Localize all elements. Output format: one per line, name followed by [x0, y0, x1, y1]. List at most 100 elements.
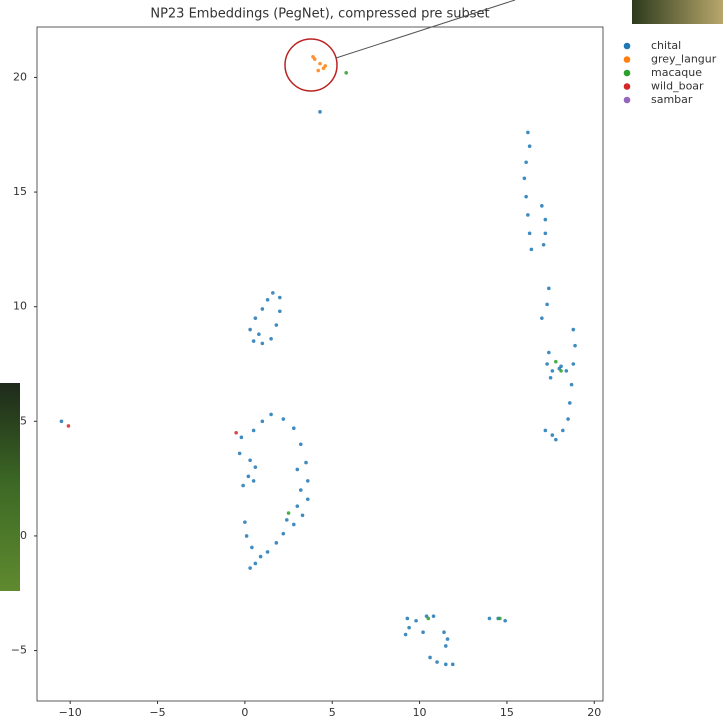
point [547, 287, 551, 291]
legend-marker [624, 43, 631, 50]
point [261, 420, 265, 424]
point [544, 218, 548, 222]
point [278, 309, 282, 313]
point [275, 541, 279, 545]
x-tick-label: −10 [59, 706, 82, 719]
legend-label: wild_boar [651, 80, 704, 93]
x-tick-label: −5 [149, 706, 165, 719]
point [561, 429, 565, 433]
point [322, 66, 326, 70]
point [243, 520, 247, 524]
point [344, 71, 348, 75]
point [287, 511, 291, 515]
point [545, 303, 549, 307]
point [406, 617, 410, 621]
point [540, 316, 544, 320]
point [544, 232, 548, 236]
point [269, 413, 273, 417]
point [551, 369, 555, 373]
x-tick-label: 20 [587, 706, 601, 719]
point [252, 429, 256, 433]
point [442, 630, 446, 634]
point [316, 69, 320, 73]
point [299, 488, 303, 492]
point [503, 619, 507, 623]
point [573, 344, 577, 348]
point [252, 339, 256, 343]
point [568, 401, 572, 405]
point [301, 514, 305, 518]
point [554, 360, 558, 364]
point [292, 426, 296, 430]
point [238, 452, 242, 456]
point [427, 617, 431, 621]
thumbnail [632, 0, 723, 24]
point [542, 243, 546, 247]
point [318, 62, 322, 66]
point [318, 110, 322, 114]
point [275, 323, 279, 327]
point [295, 468, 299, 472]
y-tick-label: −5 [11, 644, 27, 657]
point [299, 442, 303, 446]
point [414, 619, 418, 623]
point [444, 663, 448, 667]
point [266, 298, 270, 302]
point [540, 204, 544, 208]
highlight-circle [285, 39, 337, 91]
point [498, 617, 502, 621]
point [261, 342, 265, 346]
legend-marker [624, 83, 631, 90]
legend-label: macaque [651, 66, 702, 79]
point [524, 195, 528, 199]
thumbnail [0, 383, 20, 591]
point [254, 316, 258, 320]
point [278, 296, 282, 300]
point [407, 626, 411, 630]
point [295, 504, 299, 508]
point [306, 479, 310, 483]
point [240, 436, 244, 440]
point [234, 431, 238, 435]
chart: NP23 Embeddings (PegNet), compressed pre… [0, 0, 723, 721]
point [285, 518, 289, 522]
point [544, 429, 548, 433]
point [404, 633, 408, 637]
point [545, 362, 549, 366]
point [428, 656, 432, 660]
point [245, 534, 249, 538]
legend: chitalgrey_langurmacaquewild_boarsambar [624, 39, 717, 106]
point [254, 562, 258, 566]
point [565, 369, 569, 373]
point [257, 332, 261, 336]
point [261, 307, 265, 311]
point [252, 479, 256, 483]
point [60, 420, 64, 424]
point [248, 458, 252, 462]
legend-label: grey_langur [651, 53, 717, 66]
point [306, 497, 310, 501]
point [572, 328, 576, 332]
point [269, 337, 273, 341]
point [547, 351, 551, 355]
point [526, 213, 530, 217]
point [554, 438, 558, 442]
x-tick-label: 0 [241, 706, 248, 719]
point [250, 546, 254, 550]
point [559, 364, 563, 368]
y-tick-label: 20 [13, 70, 27, 83]
x-tick-label: 10 [413, 706, 427, 719]
point [570, 383, 574, 387]
point [304, 461, 308, 465]
y-tick-label: 5 [20, 414, 27, 427]
x-tick-label: 15 [500, 706, 514, 719]
point [432, 614, 436, 618]
point [282, 417, 286, 421]
point [526, 131, 530, 135]
y-tick-label: 0 [20, 529, 27, 542]
point [266, 550, 270, 554]
y-tick-label: 15 [13, 185, 27, 198]
point [259, 555, 263, 559]
point [528, 144, 532, 148]
point [241, 484, 245, 488]
